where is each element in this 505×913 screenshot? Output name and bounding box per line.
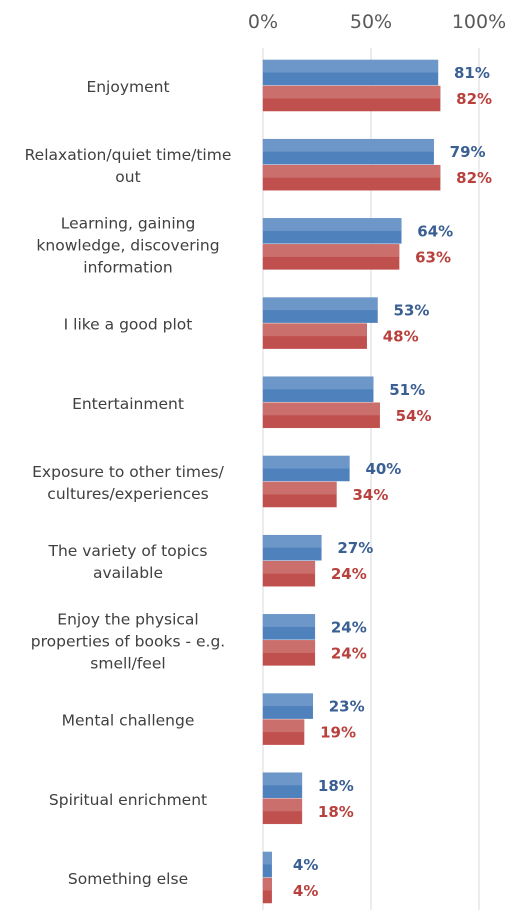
bar-highlight	[263, 218, 402, 231]
category-label: Enjoyment	[86, 78, 169, 96]
category-label: Mental challenge	[62, 712, 195, 730]
data-label: 48%	[383, 328, 419, 346]
bar	[262, 138, 434, 165]
bar	[262, 719, 305, 745]
bar	[262, 798, 303, 825]
data-label: 18%	[318, 803, 354, 821]
category-label: Learning, gaining	[61, 214, 196, 232]
category-label: cultures/experiences	[47, 485, 208, 503]
data-label: 63%	[415, 248, 451, 266]
bar	[262, 455, 350, 482]
bar-highlight	[263, 535, 322, 548]
bar	[262, 85, 441, 112]
x-tick-label: 0%	[248, 11, 278, 33]
data-label: 53%	[394, 302, 430, 320]
bar-highlight	[263, 165, 441, 178]
bar	[262, 693, 313, 719]
bar-highlight	[263, 798, 302, 812]
bar	[262, 640, 316, 666]
data-label: 64%	[417, 222, 453, 240]
bar-highlight	[263, 719, 305, 733]
bar	[262, 244, 400, 270]
data-label: 23%	[329, 698, 365, 716]
data-label: 18%	[318, 777, 354, 795]
category-label: out	[115, 168, 140, 186]
bar	[262, 772, 303, 799]
bar-highlight	[263, 614, 315, 627]
x-tick-label: 50%	[350, 11, 392, 33]
bar	[262, 851, 272, 878]
bar-highlight	[263, 244, 400, 257]
data-label: 82%	[456, 169, 492, 187]
data-label: 82%	[456, 90, 492, 108]
data-label: 24%	[331, 565, 367, 583]
bar-highlight	[263, 139, 434, 152]
x-tick-label: 100%	[452, 11, 505, 33]
category-label: smell/feel	[90, 654, 165, 672]
category-label: Something else	[68, 870, 188, 888]
bar	[262, 297, 378, 323]
data-label: 40%	[365, 460, 401, 478]
data-label: 24%	[331, 644, 367, 662]
category-label: Entertainment	[72, 395, 184, 413]
data-label: 4%	[293, 856, 318, 874]
bar-highlight	[263, 772, 302, 786]
category-label: properties of books - e.g.	[31, 632, 225, 650]
category-label: Relaxation/quiet time/time	[25, 146, 232, 164]
bar	[262, 164, 441, 191]
data-label: 51%	[389, 381, 425, 399]
bar-highlight	[263, 878, 272, 891]
bar-highlight	[263, 60, 438, 73]
bar	[262, 877, 272, 904]
bar-highlight	[263, 693, 313, 707]
category-label: available	[93, 564, 163, 582]
bar-highlight	[263, 323, 367, 337]
data-label: 79%	[450, 143, 486, 161]
data-label: 27%	[337, 539, 373, 557]
bar-highlight	[263, 482, 337, 495]
data-label: 34%	[352, 486, 388, 504]
data-label: 54%	[396, 407, 432, 425]
bar	[262, 614, 316, 640]
category-label: The variety of topics	[48, 542, 208, 560]
category-label: information	[83, 258, 172, 276]
bar-highlight	[263, 297, 378, 311]
bar-highlight	[263, 561, 315, 574]
bar	[262, 323, 367, 349]
data-label: 4%	[293, 882, 318, 900]
bar-highlight	[263, 852, 272, 865]
bar	[262, 402, 380, 429]
bar	[262, 218, 402, 244]
bar	[262, 376, 374, 403]
bar-highlight	[263, 376, 374, 390]
category-label: Exposure to other times/	[32, 463, 224, 481]
bar-highlight	[263, 402, 380, 416]
data-label: 19%	[320, 724, 356, 742]
bar-highlight	[263, 86, 441, 99]
data-label: 81%	[454, 64, 490, 82]
category-label: Spiritual enrichment	[49, 791, 207, 809]
bar	[262, 560, 316, 587]
bar-highlight	[263, 456, 350, 469]
category-label: I like a good plot	[64, 316, 193, 334]
category-label: knowledge, discovering	[36, 236, 219, 254]
bar-highlight	[263, 640, 315, 653]
category-label: Enjoy the physical	[57, 610, 198, 628]
data-label: 24%	[331, 618, 367, 636]
bar	[262, 59, 439, 86]
bar	[262, 534, 322, 561]
bar	[262, 481, 337, 508]
